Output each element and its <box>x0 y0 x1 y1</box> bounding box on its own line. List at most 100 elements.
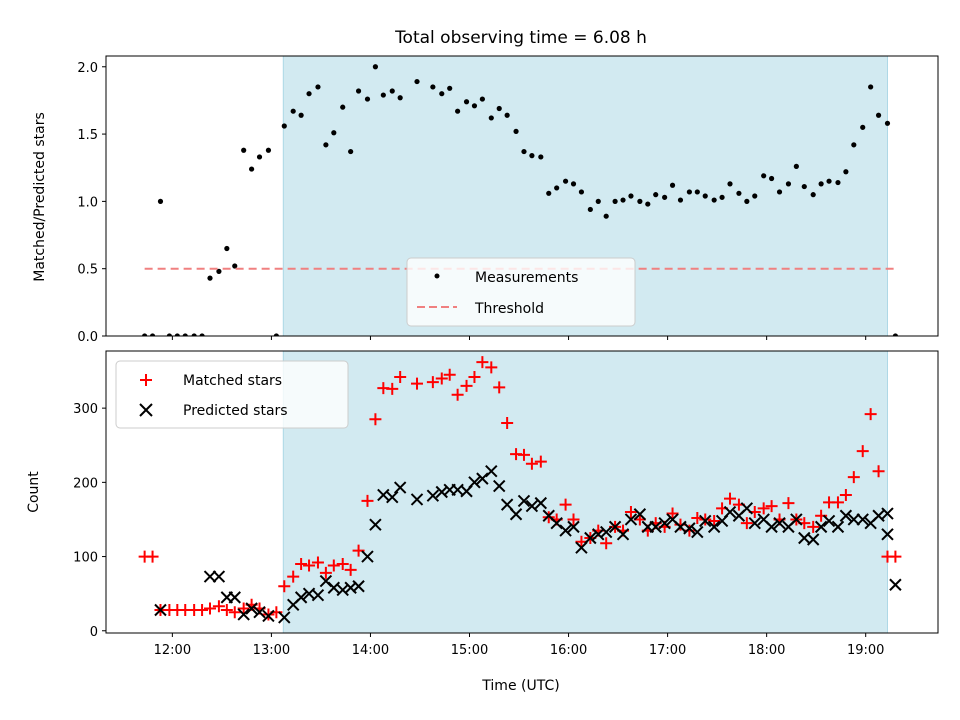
top-measurements-point <box>620 197 626 203</box>
top-y-tick-label: 0.5 <box>77 263 98 278</box>
top-measurements-point <box>256 154 263 160</box>
bottom-y-tick-label: 0 <box>90 625 98 640</box>
top-measurements-point <box>826 178 832 184</box>
bottom-predicted-stars-point <box>352 580 365 593</box>
top-measurements-point <box>513 128 519 134</box>
top-measurements-point <box>810 192 816 198</box>
top-measurements-point <box>323 142 329 148</box>
bottom-matched-stars-point <box>220 603 233 616</box>
bottom-y-tick-label: 300 <box>73 402 98 417</box>
top-measurements-point <box>521 148 527 155</box>
top-measurements-point <box>884 120 891 126</box>
top-measurements-point <box>157 198 164 204</box>
bottom-predicted-stars-point <box>683 522 696 535</box>
bottom-predicted-stars-point <box>468 476 481 489</box>
top-measurements-point <box>265 147 272 153</box>
bottom-matched-stars-point <box>303 559 316 572</box>
bottom-matched-stars-point <box>146 550 159 563</box>
bottom-axes-frame <box>105 350 939 634</box>
bottom-predicted-stars-point <box>237 608 250 621</box>
bottom-matched-stars-point <box>476 356 489 369</box>
top-measurements-point <box>662 194 668 200</box>
legend-marker-predicted <box>139 403 153 417</box>
top-measurements-point <box>496 105 502 112</box>
top-measurements-point <box>785 181 792 187</box>
bottom-predicted-stars-point <box>649 520 662 534</box>
bottom-matched-stars-point <box>411 377 424 390</box>
bottom-matched-stars-point <box>287 570 300 583</box>
top-legend: Measurements Threshold <box>406 257 636 327</box>
bottom-matched-stars-point <box>237 602 250 615</box>
top-y-tick-label: 1.5 <box>77 128 98 143</box>
bottom-predicted-stars-point <box>485 465 498 478</box>
bottom-matched-stars-point <box>485 361 498 374</box>
top-measurements-point <box>281 123 287 129</box>
bottom-predicted-stars-point <box>476 472 489 485</box>
top-measurements-point <box>348 148 354 155</box>
top-y-tick-label: 0.0 <box>77 330 98 345</box>
top-measurements-point <box>372 64 379 70</box>
top-measurements-point <box>587 206 593 213</box>
bottom-matched-stars-point <box>708 514 721 527</box>
bottom-matched-stars-point <box>872 465 885 478</box>
top-measurements-point <box>578 189 585 195</box>
top-measurements-point <box>331 130 337 136</box>
bottom-predicted-stars-point <box>278 611 291 624</box>
bottom-legend-frame <box>115 360 349 429</box>
top-measurements-point <box>711 197 717 203</box>
bottom-predicted-stars-point <box>806 533 820 546</box>
top-measurements-point <box>142 333 148 336</box>
bottom-predicted-stars-point <box>393 481 407 494</box>
bottom-predicted-stars-point <box>691 525 704 539</box>
bottom-x-tick-label: 18:00 <box>748 643 785 658</box>
bottom-matched-stars-point <box>699 513 712 526</box>
bottom-predicted-stars-point <box>847 513 861 526</box>
top-measurements-point <box>166 333 172 336</box>
legend-marker-measurements <box>434 273 440 279</box>
bottom-predicted-stars-point <box>592 528 605 541</box>
bottom-predicted-stars-point <box>599 525 613 539</box>
top-measurements-point <box>479 96 485 102</box>
bottom-predicted-stars-point <box>517 494 531 508</box>
top-measurements-point <box>761 173 767 179</box>
bottom-predicted-stars-point <box>369 518 382 531</box>
top-measurements-point <box>727 181 733 187</box>
top-measurements-point <box>736 190 742 196</box>
bottom-predicted-stars-point <box>765 520 778 534</box>
bottom-predicted-stars-point <box>336 583 349 597</box>
top-measurements-point <box>603 213 609 219</box>
top-measurements-point <box>645 201 651 207</box>
legend-marker-matched <box>140 374 152 386</box>
bottom-matched-stars-point <box>443 368 456 381</box>
bottom-matched-stars-point <box>212 600 225 613</box>
top-measurements-point <box>397 95 403 101</box>
top-measurements-point <box>504 112 510 118</box>
top-measurements-point <box>793 163 799 169</box>
bottom-predicted-stars-point <box>253 606 266 619</box>
bottom-predicted-stars-point <box>410 493 424 506</box>
bottom-predicted-stars-point <box>525 499 539 513</box>
bottom-matched-stars-point <box>386 382 399 395</box>
top-measurements-point <box>249 166 255 172</box>
bottom-predicted-stars-point <box>294 591 308 604</box>
bottom-matched-stars-point <box>559 498 572 511</box>
top-measurements-point <box>752 193 758 199</box>
top-measurements-point <box>298 112 304 118</box>
bottom-matched-stars-point <box>426 376 439 389</box>
bottom-matched-stars-point <box>327 559 340 572</box>
bottom-predicted-stars-point <box>839 509 853 522</box>
bottom-matched-stars-point <box>757 502 770 515</box>
bottom-predicted-stars-point <box>624 513 638 526</box>
bottom-matched-stars-point <box>460 379 473 392</box>
top-measurements-point <box>669 182 676 188</box>
top-measurements-point <box>875 112 882 118</box>
bottom-predicted-stars-point <box>773 516 786 530</box>
bottom-matched-stars-point <box>336 557 349 570</box>
bottom-matched-stars-point <box>666 507 679 520</box>
bottom-matched-stars-point <box>847 471 860 484</box>
top-measurements-point <box>380 92 386 98</box>
bottom-predicted-stars-point <box>633 508 647 521</box>
top-measurements-point <box>389 88 395 94</box>
legend-label-matched: Matched stars <box>183 373 282 389</box>
